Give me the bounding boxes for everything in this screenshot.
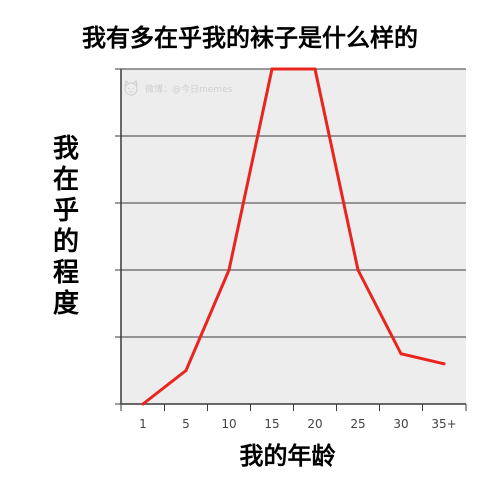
- chart-title: 我有多在乎我的袜子是什么样的: [82, 24, 418, 52]
- series-line: [141, 67, 446, 406]
- data-point: [399, 352, 403, 356]
- plot-background: [121, 69, 466, 404]
- cat-face-icon: [124, 79, 138, 96]
- x-tick-label: 30: [393, 417, 408, 431]
- y-axis-label: 我在乎的程度: [52, 134, 79, 319]
- watermark: 微博：@今日memes: [122, 79, 232, 97]
- x-tick-label: 5: [182, 417, 190, 431]
- data-point: [442, 362, 446, 366]
- x-tick-label: 10: [221, 417, 236, 431]
- x-tick-label: 35+: [431, 417, 456, 431]
- data-point: [227, 268, 231, 272]
- watermark-text: 微博：@今日memes: [145, 84, 233, 95]
- series: [141, 67, 446, 406]
- data-point: [184, 369, 188, 372]
- data-point: [356, 268, 360, 272]
- x-tick-label: 1: [139, 417, 147, 431]
- x-axis-label: 我的年龄: [239, 442, 336, 470]
- data-point: [313, 67, 317, 71]
- x-tick-label: 20: [307, 417, 322, 431]
- data-point: [141, 402, 145, 406]
- data-point: [270, 67, 274, 71]
- x-tick-label: 15: [264, 417, 279, 431]
- x-ticks: 1 5 10 15 20 25 30 35+: [120, 404, 467, 431]
- x-tick-label: 25: [350, 417, 365, 431]
